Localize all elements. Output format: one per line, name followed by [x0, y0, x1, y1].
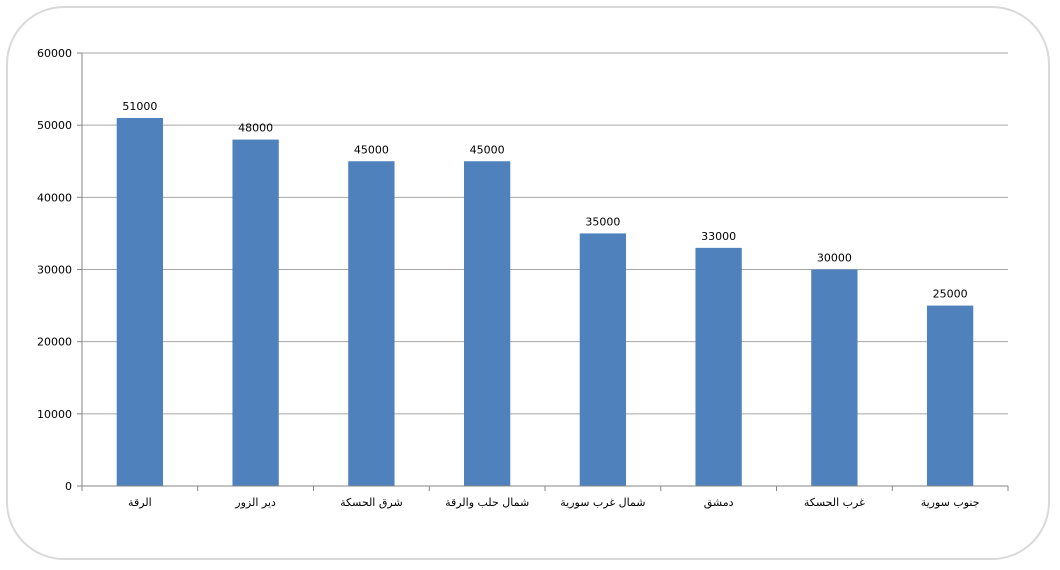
x-tick-label: شرق الحسكة: [340, 496, 403, 509]
x-tick-label: دمشق: [704, 496, 734, 510]
bar: [116, 117, 164, 486]
bar: [463, 161, 511, 486]
y-tick-label: 0: [65, 480, 72, 493]
y-tick-label: 20000: [37, 336, 72, 349]
bar: [811, 269, 858, 486]
x-tick-label: الرقة: [128, 496, 152, 509]
gridlines: [82, 52, 1008, 415]
x-tick-label: شمال غرب سورية: [560, 496, 645, 509]
x-tick-label: شمال حلب والرقة: [445, 496, 529, 509]
bar: [926, 305, 974, 486]
data-label: 25000: [933, 288, 968, 301]
y-tick-label: 40000: [37, 191, 72, 204]
data-label: 45000: [470, 143, 505, 156]
chart-frame: [6, 6, 1050, 560]
x-tick-label: غرب الحسكة: [804, 496, 865, 509]
data-label: 33000: [701, 230, 736, 243]
y-tick-label: 30000: [37, 264, 72, 277]
y-tick-label: 10000: [37, 408, 72, 421]
bar: [348, 161, 395, 486]
x-axis: الرقة دير الزور شرق الحسكة شمال حلب والرقة ش…: [81, 485, 1009, 510]
data-label: 30000: [817, 252, 852, 265]
x-tick-label: جنوب سورية: [921, 496, 980, 509]
bar: [579, 233, 627, 486]
bar: [232, 139, 279, 486]
y-tick-label: 60000: [37, 47, 72, 60]
y-tick-label: 50000: [37, 119, 72, 132]
data-label: 48000: [238, 122, 273, 135]
data-label: 45000: [354, 143, 389, 156]
data-label: 35000: [585, 215, 620, 228]
x-tick-label: دير الزور: [234, 496, 276, 509]
data-label: 51000: [122, 100, 157, 113]
bars: [116, 117, 974, 486]
data-labels: 51000 48000 45000 45000 35000 33000 30000 25000: [122, 100, 967, 301]
y-axis: 0 10000 20000 30000 40000 50000 60000: [37, 47, 83, 493]
bar: [695, 247, 742, 486]
